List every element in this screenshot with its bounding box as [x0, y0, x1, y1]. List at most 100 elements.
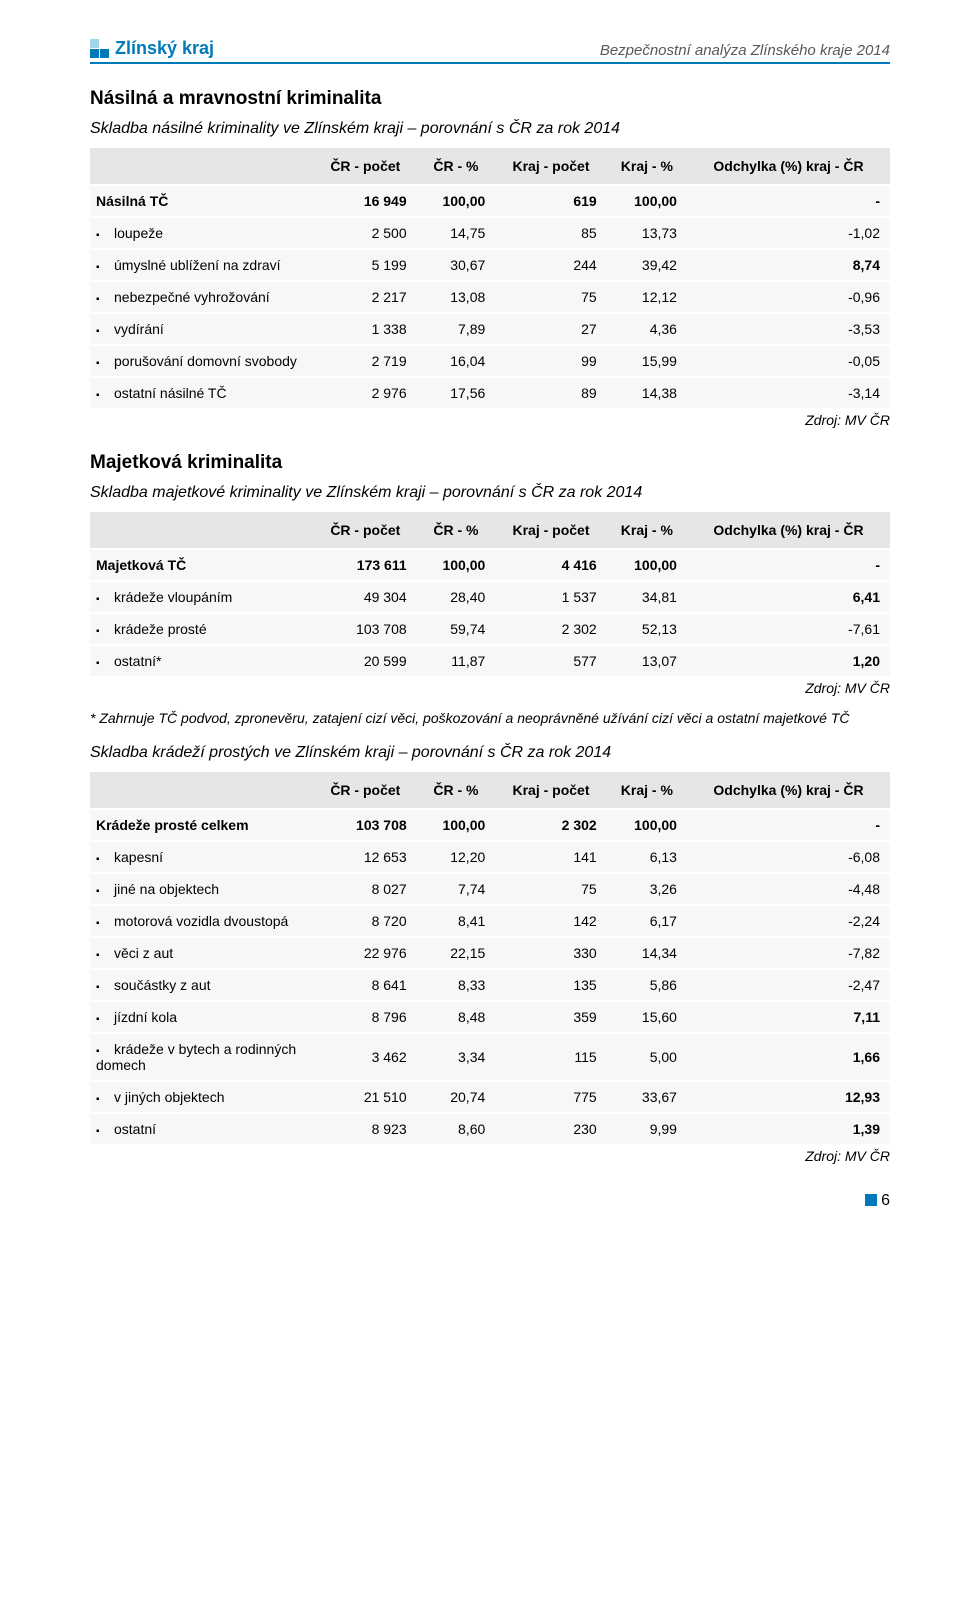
column-header: Kraj - počet — [495, 772, 606, 809]
table-cell: 2 302 — [495, 613, 606, 645]
table-cell: 85 — [495, 217, 606, 249]
row-label: krádeže v bytech a rodinných domech — [90, 1033, 314, 1081]
table-row: Majetková TČ173 611100,004 416100,00- — [90, 549, 890, 581]
table-cell: 16 949 — [314, 185, 417, 217]
table-cell: 9,99 — [607, 1113, 687, 1145]
table-cell: 14,34 — [607, 937, 687, 969]
table-cell: 100,00 — [607, 185, 687, 217]
table-cell: 1,66 — [687, 1033, 890, 1081]
table-row: ostatní8 9238,602309,991,39 — [90, 1113, 890, 1145]
column-header: ČR - počet — [314, 512, 417, 549]
table-cell: 11,87 — [417, 645, 496, 677]
table-row: ostatní*20 59911,8757713,071,20 — [90, 645, 890, 677]
page-number: 6 — [881, 1192, 890, 1209]
table-cell: 13,07 — [607, 645, 687, 677]
table-cell: 21 510 — [314, 1081, 417, 1113]
table-row: jiné na objektech8 0277,74753,26-4,48 — [90, 873, 890, 905]
table-cell: 5 199 — [314, 249, 417, 281]
column-header: Kraj - počet — [495, 512, 606, 549]
bullet-icon — [96, 353, 114, 369]
bullet-icon — [96, 385, 114, 401]
column-header: Kraj - počet — [495, 148, 606, 185]
table-row: vydírání1 3387,89274,36-3,53 — [90, 313, 890, 345]
section2-note: * Zahrnuje TČ podvod, zpronevěru, zataje… — [90, 710, 890, 726]
table-cell: 39,42 — [607, 249, 687, 281]
table-cell: 15,60 — [607, 1001, 687, 1033]
table-cell: 100,00 — [607, 809, 687, 841]
table-cell: 13,08 — [417, 281, 496, 313]
page-marker-icon — [865, 1194, 877, 1206]
table-row: kapesní12 65312,201416,13-6,08 — [90, 841, 890, 873]
row-label: porušování domovní svobody — [90, 345, 314, 377]
table-cell: 12,12 — [607, 281, 687, 313]
table-cell: - — [687, 185, 890, 217]
table-row: součástky z aut8 6418,331355,86-2,47 — [90, 969, 890, 1001]
column-header — [90, 772, 314, 809]
table-cell: 8,74 — [687, 249, 890, 281]
table-cell: 3,34 — [417, 1033, 496, 1081]
table-cell: 115 — [495, 1033, 606, 1081]
table-cell: 7,11 — [687, 1001, 890, 1033]
column-header: ČR - % — [417, 512, 496, 549]
column-header: ČR - počet — [314, 148, 417, 185]
section1-source: Zdroj: MV ČR — [90, 412, 890, 428]
table-cell: 16,04 — [417, 345, 496, 377]
table-cell: - — [687, 809, 890, 841]
bullet-icon — [96, 321, 114, 337]
table-cell: 8 641 — [314, 969, 417, 1001]
table-cell: 12 653 — [314, 841, 417, 873]
table-cell: 14,38 — [607, 377, 687, 409]
table-cell: 577 — [495, 645, 606, 677]
table-row: v jiných objektech21 51020,7477533,6712,… — [90, 1081, 890, 1113]
table-row: motorová vozidla dvoustopá8 7208,411426,… — [90, 905, 890, 937]
row-label: ostatní — [90, 1113, 314, 1145]
table-cell: 3,26 — [607, 873, 687, 905]
row-label: Majetková TČ — [90, 549, 314, 581]
logo: Zlínský kraj — [90, 38, 214, 59]
header-subtitle: Bezpečnostní analýza Zlínského kraje 201… — [600, 42, 890, 59]
bullet-icon — [96, 621, 114, 637]
table-cell: 17,56 — [417, 377, 496, 409]
bullet-icon — [96, 257, 114, 273]
row-label: ostatní násilné TČ — [90, 377, 314, 409]
section2-subtitle: Skladba majetkové kriminality ve Zlínské… — [90, 484, 890, 502]
row-label: Násilná TČ — [90, 185, 314, 217]
table-cell: 2 500 — [314, 217, 417, 249]
table-cell: 14,75 — [417, 217, 496, 249]
table-row: Krádeže prosté celkem103 708100,002 3021… — [90, 809, 890, 841]
table-cell: 100,00 — [417, 185, 496, 217]
table-cell: 30,67 — [417, 249, 496, 281]
table-row: loupeže2 50014,758513,73-1,02 — [90, 217, 890, 249]
table-cell: 100,00 — [417, 549, 496, 581]
column-header: Kraj - % — [607, 772, 687, 809]
section3-source: Zdroj: MV ČR — [90, 1148, 890, 1164]
row-label: jízdní kola — [90, 1001, 314, 1033]
table-cell: -7,61 — [687, 613, 890, 645]
column-header: Odchylka (%) kraj - ČR — [687, 512, 890, 549]
table-row: úmyslné ublížení na zdraví5 19930,672443… — [90, 249, 890, 281]
table-cell: 7,74 — [417, 873, 496, 905]
table-cell: 52,13 — [607, 613, 687, 645]
table-cell: 75 — [495, 873, 606, 905]
table-row: Násilná TČ16 949100,00619100,00- — [90, 185, 890, 217]
table-cell: 27 — [495, 313, 606, 345]
table-cell: 2 217 — [314, 281, 417, 313]
table-cell: 8,60 — [417, 1113, 496, 1145]
table-cell: 20,74 — [417, 1081, 496, 1113]
table-row: porušování domovní svobody2 71916,049915… — [90, 345, 890, 377]
table-cell: 6,41 — [687, 581, 890, 613]
column-header: ČR - počet — [314, 772, 417, 809]
column-header: ČR - % — [417, 148, 496, 185]
table-cell: 1 537 — [495, 581, 606, 613]
row-label: vydírání — [90, 313, 314, 345]
table-cell: 330 — [495, 937, 606, 969]
section3-subtitle: Skladba krádeží prostých ve Zlínském kra… — [90, 744, 890, 762]
bullet-icon — [96, 1121, 114, 1137]
table-cell: 8,33 — [417, 969, 496, 1001]
table-cell: 141 — [495, 841, 606, 873]
table-cell: -0,05 — [687, 345, 890, 377]
table-cell: -3,14 — [687, 377, 890, 409]
table-row: nebezpečné vyhrožování2 21713,087512,12-… — [90, 281, 890, 313]
bullet-icon — [96, 653, 114, 669]
table-cell: 22 976 — [314, 937, 417, 969]
